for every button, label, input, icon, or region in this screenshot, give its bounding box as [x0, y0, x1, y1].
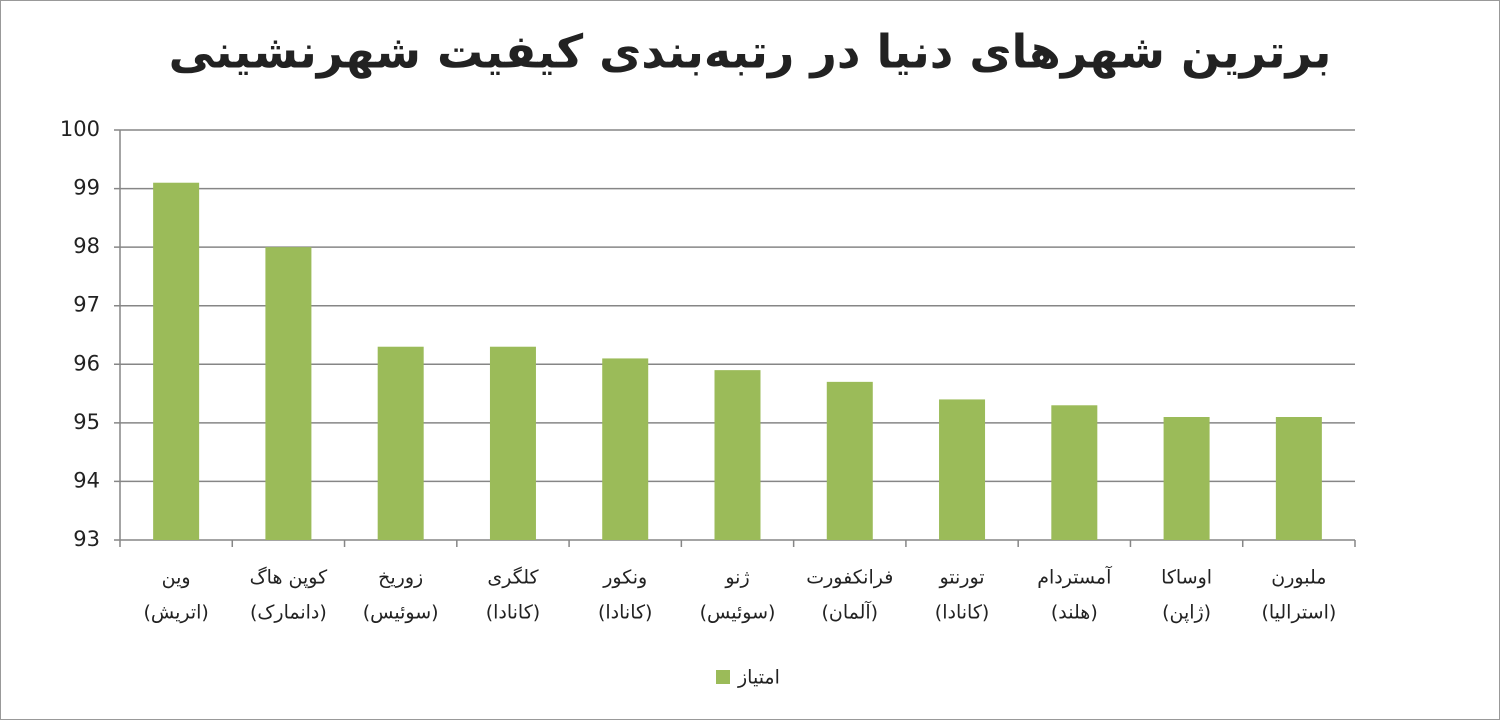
x-tick-label: آمستردام — [1037, 565, 1112, 589]
bar — [377, 346, 424, 540]
y-tick-label: 93 — [73, 527, 100, 551]
bar — [1275, 417, 1322, 540]
y-tick-label: 95 — [73, 410, 100, 434]
y-tick-label: 100 — [60, 117, 100, 141]
bar — [826, 381, 873, 540]
x-tick-label: فرانکفورت — [806, 567, 893, 589]
y-tick-label: 99 — [73, 176, 100, 200]
bar — [265, 247, 312, 540]
x-tick-label: (سوئیس) — [363, 602, 439, 624]
x-tick-label: (ژاپن) — [1162, 602, 1211, 624]
y-tick-label: 98 — [73, 234, 100, 258]
bar — [714, 370, 761, 540]
bar — [1051, 405, 1098, 540]
x-tick-label: (اتریش) — [143, 602, 208, 624]
legend-label: امتیاز — [737, 667, 780, 689]
legend-swatch — [716, 670, 730, 684]
x-tick-label: (کانادا) — [935, 602, 989, 624]
x-tick-label: تورنتو — [938, 567, 984, 589]
chart-title: برترین شهرهای دنیا در رتبه‌بندی کیفیت شه… — [169, 25, 1332, 79]
x-tick-label: (هلند) — [1051, 602, 1098, 624]
y-tick-label: 96 — [73, 351, 100, 375]
x-tick-label: ملبورن — [1271, 567, 1326, 589]
x-tick-label: کلگری — [487, 566, 539, 589]
x-tick-label: (کانادا) — [486, 602, 540, 624]
x-tick-label: (استرالیا) — [1261, 602, 1336, 624]
x-tick-label: اوساکا — [1161, 567, 1212, 589]
bar — [153, 182, 200, 540]
x-tick-label: زوریخ — [378, 567, 423, 589]
bar — [602, 358, 649, 540]
x-tick-label: (آلمان) — [821, 600, 878, 624]
x-tick-label: ونکور — [602, 567, 647, 589]
y-tick-label: 97 — [73, 293, 100, 317]
x-tick-label: کوپن هاگ — [250, 567, 328, 589]
bar — [1163, 417, 1210, 540]
x-tick-label: (دانمارک) — [250, 602, 327, 624]
x-tick-label: وین — [162, 567, 191, 589]
x-tick-label: (سوئیس) — [700, 602, 776, 624]
x-tick-label: (کانادا) — [598, 602, 652, 624]
y-tick-label: 94 — [73, 468, 100, 492]
bar — [489, 346, 536, 540]
bar — [939, 399, 986, 540]
x-tick-label: ژنو — [724, 567, 749, 589]
